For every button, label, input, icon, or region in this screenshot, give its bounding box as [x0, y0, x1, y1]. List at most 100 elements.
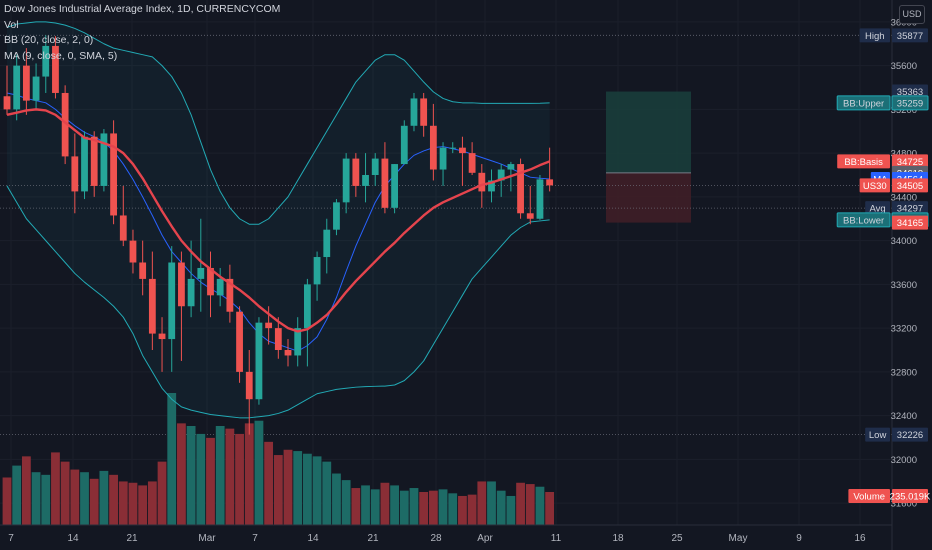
y-tick-label: 34000: [891, 236, 917, 247]
price-label-low: Low 32226: [865, 427, 928, 442]
candle-body: [546, 179, 554, 186]
candle-body: [32, 76, 40, 101]
candle-body: [168, 262, 176, 340]
candle-body: [216, 278, 224, 296]
candle-body: [400, 125, 408, 165]
candle-body: [507, 164, 515, 170]
candle-body: [459, 147, 466, 154]
y-tick-label: 32400: [891, 411, 917, 422]
volume-bar: [138, 485, 148, 525]
candle-body: [342, 158, 350, 203]
candle-body: [139, 262, 147, 279]
volume-bar: [60, 461, 70, 525]
price-label-value-box: [892, 28, 928, 43]
volume-bar: [380, 482, 390, 525]
volume-bar: [254, 420, 264, 525]
candle-body: [517, 164, 524, 214]
volume-bar: [215, 426, 225, 525]
candle-body: [381, 158, 389, 208]
price-label-high: High 35877: [859, 28, 928, 43]
candle-body: [178, 262, 185, 307]
price-label-tag: [865, 201, 890, 216]
volume-bar: [302, 453, 312, 525]
price-label-value: 34165: [897, 218, 923, 229]
candle-body: [303, 284, 311, 329]
x-tick-label: 7: [8, 533, 14, 544]
candle-body: [352, 158, 360, 186]
price-label-bb-upper: BB:Upper 35259: [836, 95, 929, 111]
volume-bar: [438, 489, 448, 525]
volume-bar: [80, 472, 89, 525]
volume-bar: [467, 494, 477, 525]
price-label-value-box: [891, 95, 929, 111]
bb-upper-line: [6, 21, 550, 225]
legend-ma[interactable]: MA (9, close, 0, SMA, 5): [4, 49, 118, 62]
candle-body: [119, 215, 127, 241]
candle-body: [129, 240, 137, 263]
candle-body: [362, 175, 369, 186]
candle-body: [526, 213, 534, 219]
long-position-profit-zone: [606, 91, 691, 173]
volume-bar: [545, 492, 555, 525]
candle-body: [429, 125, 437, 170]
candle-body: [488, 180, 495, 192]
legend-symbol[interactable]: Dow Jones Industrial Average Index, 1D, …: [4, 3, 281, 15]
price-label-value-box: [892, 489, 928, 503]
price-label-tag-text: Avg: [869, 204, 885, 215]
price-label-tag-text: US30: [863, 181, 887, 192]
price-label-bb-basis: BB:Basis 34725: [837, 154, 928, 169]
price-label-us30: US30 34505: [859, 178, 928, 193]
volume-bar: [496, 490, 506, 525]
candle-body: [110, 133, 117, 216]
volume-bar: [51, 452, 60, 525]
volume-bar: [273, 455, 283, 525]
x-tick-label: May: [729, 533, 748, 544]
volume-bar: [128, 482, 138, 525]
volume-bar: [525, 484, 535, 525]
currency-button[interactable]: USD: [899, 5, 925, 24]
price-label-value: 34297: [897, 204, 923, 215]
volume-bar: [2, 477, 12, 525]
y-tick-label: 33600: [891, 280, 917, 291]
candle-body: [3, 96, 11, 110]
x-tick-label: 18: [612, 533, 624, 544]
volume-bar: [70, 469, 80, 525]
price-label-tag: [836, 95, 891, 111]
legend-bb[interactable]: BB (20, close, 2, 0): [4, 34, 94, 46]
legend-vol[interactable]: Vol: [4, 18, 19, 31]
candle-body: [294, 328, 302, 356]
y-tick-label: 34800: [891, 149, 917, 160]
volume-bar: [428, 490, 438, 525]
x-tick-label: 21: [367, 533, 379, 544]
candle-body: [236, 311, 243, 372]
candle-body: [245, 371, 253, 400]
volume-bar: [21, 456, 31, 525]
volume-bar: [370, 489, 380, 525]
price-label-value: 35877: [897, 31, 923, 42]
long-position-loss-zone: [606, 172, 691, 223]
volume-bar: [196, 433, 206, 525]
bb-basis-line: [6, 108, 551, 333]
candle-body: [449, 147, 457, 149]
volume-bar: [235, 433, 244, 525]
price-label-value-box: [892, 178, 928, 193]
y-tick-label: 32000: [891, 455, 917, 466]
x-tick-label: Apr: [477, 533, 493, 544]
volume-bar: [351, 488, 361, 525]
price-label-value-box: [892, 154, 928, 169]
volume-bar: [535, 486, 545, 525]
price-label-tag: [865, 427, 890, 442]
volume-bar: [516, 482, 525, 525]
x-tick-label: 14: [67, 533, 79, 544]
volume-bar: [361, 485, 370, 525]
candle-body: [410, 98, 418, 126]
x-tick-label: 7: [252, 533, 258, 544]
volume-bar: [458, 495, 467, 525]
price-label-value-box: [892, 84, 928, 99]
price-axis-pane: [892, 0, 932, 550]
price-label-tag-text: High: [865, 31, 885, 42]
x-tick-label: Mar: [198, 533, 216, 544]
candle-body: [536, 179, 544, 219]
price-label-35363: 35363: [892, 84, 928, 99]
